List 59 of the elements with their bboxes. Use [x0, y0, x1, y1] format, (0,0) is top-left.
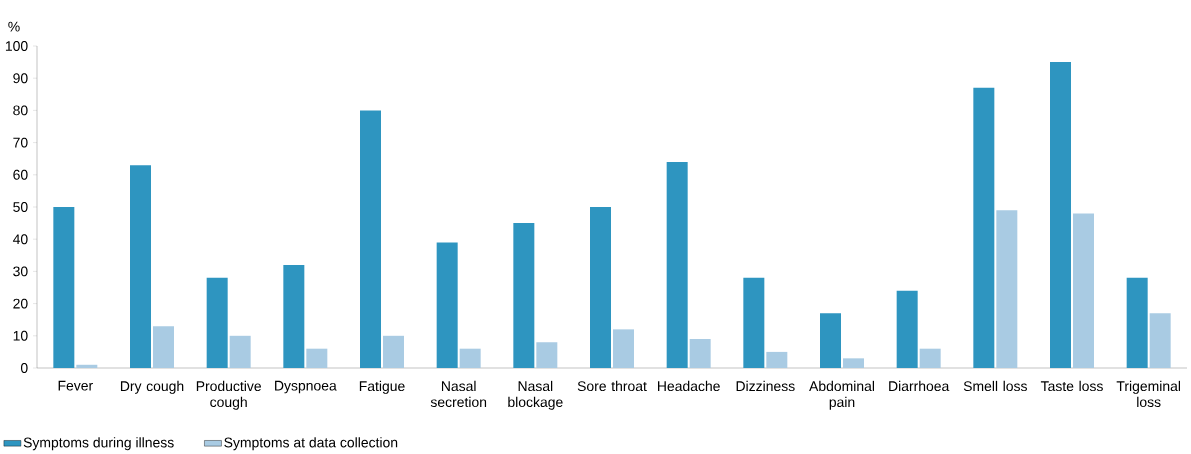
- x-tick-label: Dyspnoea: [275, 380, 337, 394]
- bar: [896, 290, 918, 368]
- x-tick-label: Abdominal pain: [809, 380, 875, 410]
- bar: [383, 335, 404, 368]
- x-tick-label: Sore throat: [577, 380, 647, 392]
- bar: [996, 210, 1018, 368]
- y-tick-label: 30: [13, 266, 28, 277]
- x-tick-label: Headache: [658, 380, 720, 392]
- bar: [436, 242, 458, 368]
- y-tick-label: 0: [20, 363, 28, 373]
- bar: [1126, 277, 1148, 368]
- x-tick-label: Nasal secretion: [430, 380, 487, 408]
- y-tick-label: 50: [13, 202, 28, 212]
- bar: [766, 351, 788, 368]
- bar: [206, 277, 228, 368]
- bar: [130, 165, 151, 368]
- bar: [1149, 313, 1171, 368]
- y-tick-label: 10: [13, 330, 28, 341]
- bar: [1073, 213, 1094, 368]
- bar: [843, 358, 864, 368]
- bar: [590, 207, 611, 368]
- bar: [459, 348, 481, 368]
- x-tick-label: Diarrhoea: [889, 380, 950, 392]
- bar: [536, 342, 558, 368]
- legend-label: Symptoms at data collection: [224, 437, 398, 451]
- y-tick-label: 40: [12, 234, 28, 245]
- y-tick-label: 90: [13, 73, 28, 84]
- y-axis-title: %: [8, 21, 20, 32]
- x-tick-label: Trigeminal loss: [1116, 380, 1181, 408]
- bar: [229, 335, 251, 368]
- bar: [513, 223, 535, 368]
- bar: [360, 110, 381, 368]
- bar: [613, 329, 634, 368]
- bar: [153, 326, 174, 368]
- y-tick-label: 70: [13, 137, 28, 148]
- y-tick-label: 100: [5, 41, 28, 51]
- legend-label: Symptoms during illness: [23, 437, 174, 451]
- x-tick-label: Dry cough: [120, 380, 184, 394]
- y-tick-label: 80: [13, 105, 28, 116]
- bar: [666, 161, 688, 368]
- x-tick-label: Taste loss: [1040, 380, 1103, 392]
- x-tick-label: Fever: [58, 380, 93, 391]
- bar: [820, 313, 841, 368]
- x-tick-label: Productive cough: [196, 380, 261, 410]
- bar: [283, 264, 305, 368]
- bar: [53, 207, 75, 368]
- bar: [919, 348, 941, 368]
- x-tick-label: Dizziness: [736, 380, 795, 392]
- y-tick-label: 20: [13, 298, 28, 309]
- y-tick-label: 60: [13, 169, 28, 180]
- bar: [743, 277, 765, 368]
- x-tick-label: Fatigue: [359, 380, 405, 394]
- bar: [973, 87, 995, 368]
- bar: [689, 339, 711, 368]
- bar: [76, 364, 98, 368]
- x-tick-label: Smell loss: [963, 380, 1027, 392]
- x-tick-label: Nasal blockage: [508, 380, 563, 410]
- bar: [306, 348, 328, 368]
- bar: [1050, 62, 1071, 368]
